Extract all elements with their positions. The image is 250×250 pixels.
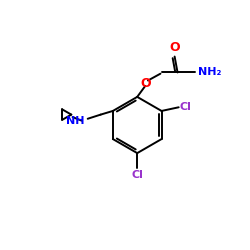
Text: O: O: [140, 77, 151, 90]
Text: Cl: Cl: [180, 102, 192, 112]
Text: O: O: [169, 41, 180, 54]
Text: NH: NH: [66, 116, 85, 126]
Text: Cl: Cl: [131, 170, 143, 180]
Text: NH₂: NH₂: [198, 68, 222, 78]
